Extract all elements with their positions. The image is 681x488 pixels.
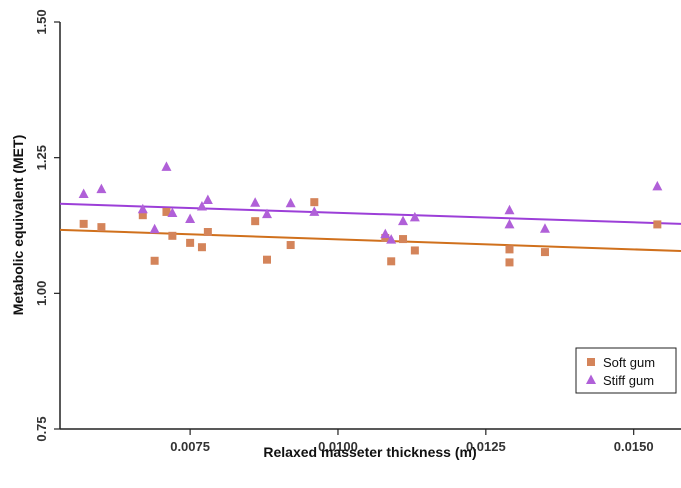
stiff-gum-point [262,208,272,219]
stiff-gum-point [504,204,515,215]
x-ticks: 0.0075 0.0100 0.0125 0.0150 [170,429,654,454]
soft-gum-point [387,257,396,266]
stiff-gum-point [409,211,420,222]
soft-gum-point [150,256,159,265]
x-tick-label: 0.0125 [466,439,506,454]
x-tick-label: 0.0150 [614,439,654,454]
stiff-gum-point [398,215,409,226]
trendline-soft-gum [59,228,681,253]
stiff-gum-point [285,197,296,208]
soft-gum-point [203,228,212,237]
stiff-gum-point [539,223,550,233]
stiff-gum-point [309,206,320,216]
stiff-gum-point [250,197,261,207]
soft-gum-point [286,241,295,250]
stiff-gum-point [185,213,196,223]
soft-gum-point [97,223,106,232]
legend-box [575,347,677,394]
legend-label: Soft gum [603,355,655,370]
soft-gum-point [186,238,195,247]
x-axis-title: Relaxed masseter thickness (m) [263,444,476,460]
soft-gum-point [79,219,88,228]
trendlines [59,202,681,253]
x-tick-label: 0.0075 [170,439,210,454]
y-axis-title: Metabolic equivalent (MET) [10,135,26,315]
stiff-gum-point [196,201,207,211]
stiff-gum-point [137,203,148,214]
stiff-gum-point [167,207,178,218]
y-tick-label: 1.25 [34,145,49,170]
soft-gum-point [162,207,171,216]
soft-gum-point [251,217,260,226]
x-tick-label: 0.0100 [318,439,358,454]
legend: Soft gum Stiff gum [575,347,677,394]
soft-gum-point [540,248,549,257]
legend-marker-stiff-gum [586,374,596,384]
data-points [78,161,663,267]
y-ticks: 0.75 1.00 1.25 1.50 [34,9,60,442]
stiff-gum-point [504,218,515,229]
stiff-gum-point [78,188,89,199]
stiff-gum-point [96,183,107,194]
stiff-gum-point [202,194,213,204]
soft-gum-point [505,245,514,254]
stiff-gum-point [149,223,160,234]
y-tick-label: 1.00 [34,281,49,306]
soft-gum-point [410,246,419,255]
y-tick-label: 1.50 [34,9,49,34]
soft-gum-point [197,243,206,252]
stiff-gum-point [652,180,663,191]
soft-gum-point [138,211,147,220]
soft-gum-point [168,231,177,240]
stiff-gum-point [161,161,172,171]
legend-label: Stiff gum [603,373,654,388]
legend-marker-soft-gum [587,358,595,366]
soft-gum-point [263,255,271,264]
soft-gum-point [653,220,662,229]
y-tick-label: 0.75 [34,416,49,441]
soft-gum-point [310,198,319,207]
stiff-gum-point [380,228,391,239]
trendline-stiff-gum [59,202,681,225]
axes [59,22,681,430]
soft-gum-point [399,235,408,244]
soft-gum-point [505,258,514,267]
stiff-gum-point [386,234,397,244]
